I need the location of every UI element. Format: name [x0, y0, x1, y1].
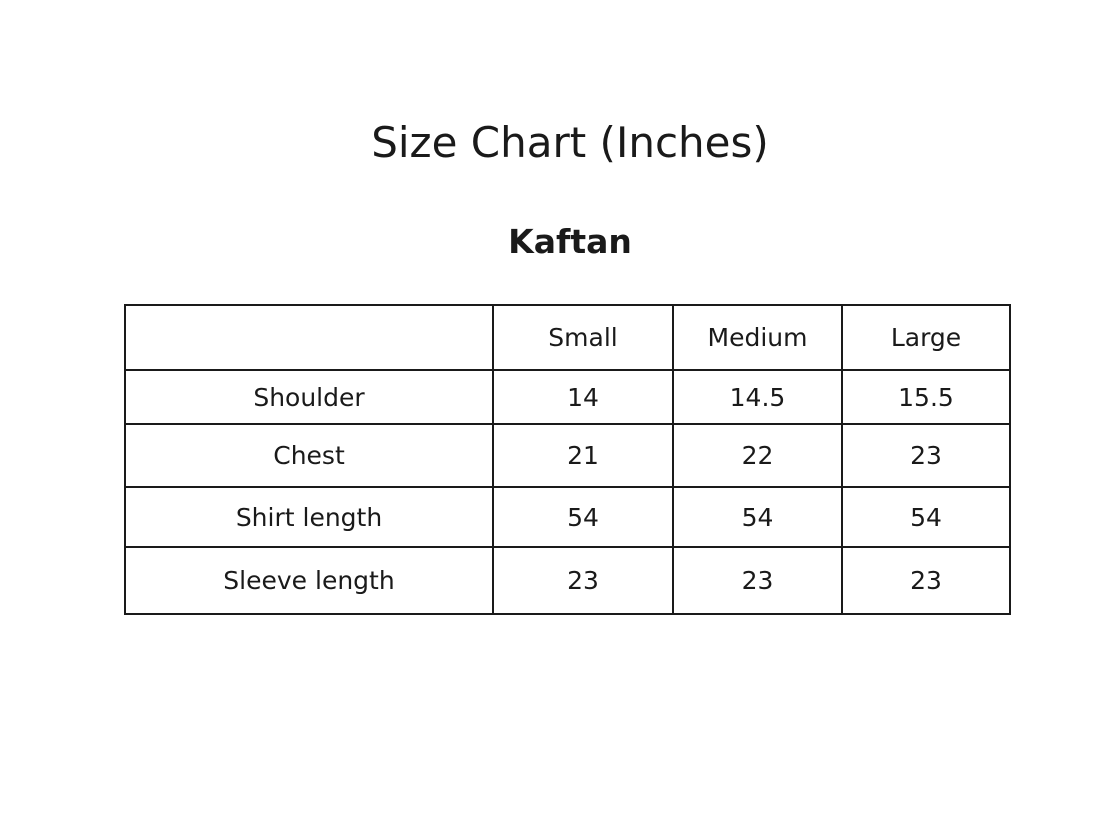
table-row: Shoulder 14 14.5 15.5	[124, 369, 1011, 425]
page-title: Size Chart (Inches)	[371, 118, 769, 167]
row-label: Shirt length	[124, 486, 494, 548]
table-cell: 54	[841, 486, 1011, 548]
row-label: Shoulder	[124, 369, 494, 425]
table-cell: 23	[672, 546, 843, 615]
table-cell: 15.5	[841, 369, 1011, 425]
row-label: Sleeve length	[124, 546, 494, 615]
table-cell: 14	[492, 369, 674, 425]
table-cell: 21	[492, 423, 674, 488]
table-cell: 23	[841, 546, 1011, 615]
row-label: Chest	[124, 423, 494, 488]
table-cell: 23	[492, 546, 674, 615]
table-row: Chest 21 22 23	[124, 423, 1011, 488]
header-cell-small: Small	[492, 304, 674, 371]
table-cell: 14.5	[672, 369, 843, 425]
table-cell: 23	[841, 423, 1011, 488]
header-cell-large: Large	[841, 304, 1011, 371]
size-chart-table: Small Medium Large Shoulder 14 14.5 15.5…	[124, 304, 1011, 615]
header-cell-empty	[124, 304, 494, 371]
table-cell: 54	[492, 486, 674, 548]
table-cell: 54	[672, 486, 843, 548]
header-cell-medium: Medium	[672, 304, 843, 371]
product-name: Kaftan	[508, 222, 632, 261]
table-row: Sleeve length 23 23 23	[124, 546, 1011, 615]
table-cell: 22	[672, 423, 843, 488]
table-header-row: Small Medium Large	[124, 304, 1011, 371]
table-row: Shirt length 54 54 54	[124, 486, 1011, 548]
